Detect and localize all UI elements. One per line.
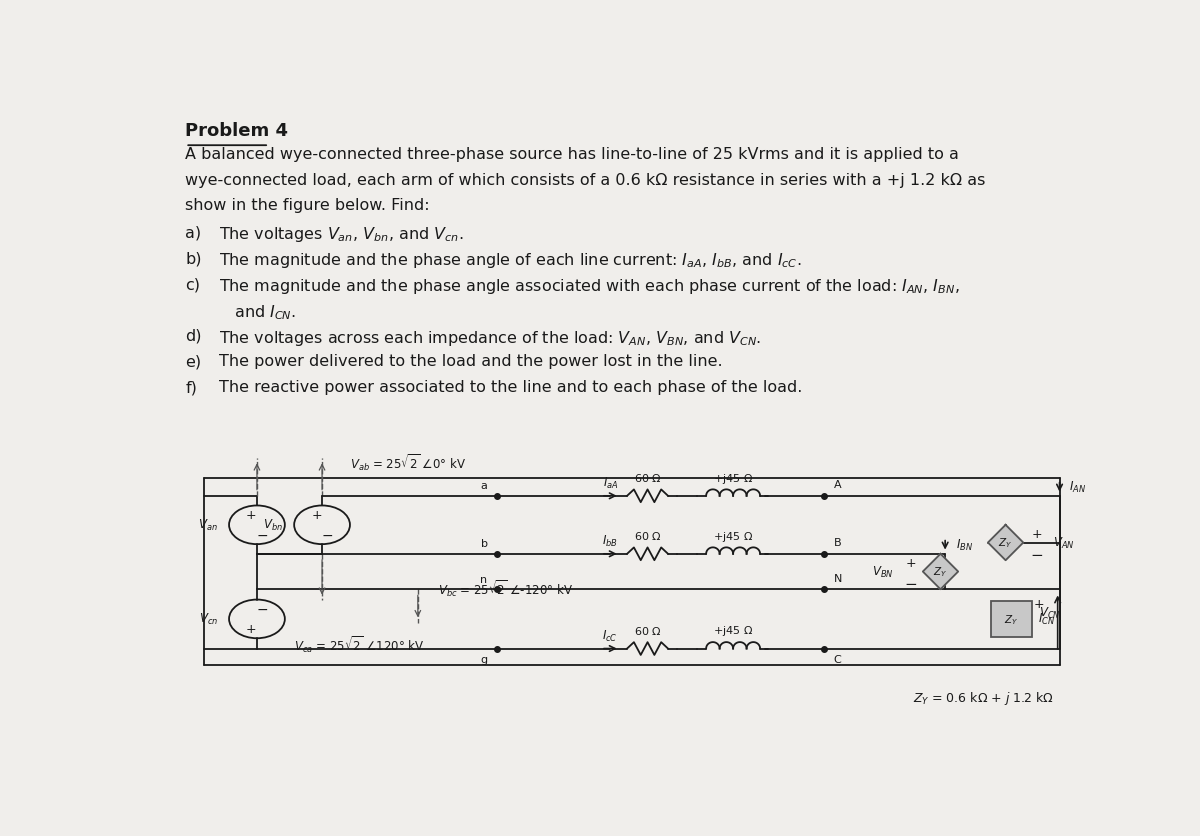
Text: A: A [834, 480, 841, 490]
Text: $I_{CN}$: $I_{CN}$ [1038, 612, 1055, 627]
Text: $Z_Y$: $Z_Y$ [934, 565, 948, 579]
Text: The voltages $V_{an}$, $V_{bn}$, and $V_{cn}$.: The voltages $V_{an}$, $V_{bn}$, and $V_… [218, 225, 463, 244]
Text: −: − [1031, 547, 1044, 562]
Text: C: C [834, 654, 841, 664]
Text: b: b [480, 539, 487, 549]
Text: $V_{AN}$: $V_{AN}$ [1054, 535, 1075, 550]
Text: 60 $\Omega$: 60 $\Omega$ [634, 472, 661, 483]
Text: The magnitude and the phase angle associated with each phase current of the load: The magnitude and the phase angle associ… [218, 277, 960, 296]
Text: +j45 $\Omega$: +j45 $\Omega$ [713, 624, 754, 638]
Text: The voltages across each impedance of the load: $V_{AN}$, $V_{BN}$, and $V_{CN}$: The voltages across each impedance of th… [218, 329, 761, 347]
Text: −: − [257, 528, 269, 543]
Text: g: g [480, 654, 487, 664]
Text: Problem 4: Problem 4 [185, 122, 288, 140]
Text: c): c) [185, 277, 200, 292]
Text: $V_{bc}$ = 25$\sqrt{2}$ $\angle$-120° kV: $V_{bc}$ = 25$\sqrt{2}$ $\angle$-120° kV [438, 578, 574, 599]
Text: +: + [246, 623, 257, 635]
Text: $Z_Y$: $Z_Y$ [1004, 612, 1019, 626]
Text: e): e) [185, 354, 202, 369]
Text: $I_{BN}$: $I_{BN}$ [956, 538, 973, 553]
Text: −: − [257, 602, 269, 616]
Text: N: N [834, 573, 842, 583]
Text: $I_{AN}$: $I_{AN}$ [1069, 480, 1086, 495]
Text: $V_{BN}$: $V_{BN}$ [872, 564, 894, 579]
Text: 60 $\Omega$: 60 $\Omega$ [634, 624, 661, 636]
Text: The power delivered to the load and the power lost in the line.: The power delivered to the load and the … [218, 354, 722, 369]
Text: +: + [906, 556, 916, 569]
Text: B: B [834, 538, 841, 548]
Text: The reactive power associated to the line and to each phase of the load.: The reactive power associated to the lin… [218, 380, 802, 395]
Text: A balanced wye-connected three-phase source has line-to-line of 25 kVrms and it : A balanced wye-connected three-phase sou… [185, 146, 959, 161]
Text: +: + [1032, 528, 1043, 540]
Polygon shape [923, 554, 958, 589]
Text: $Z_Y$: $Z_Y$ [998, 536, 1013, 550]
Text: +: + [1033, 597, 1044, 610]
Text: $V_{ab}$ = 25$\sqrt{2}$ $\angle$0° kV: $V_{ab}$ = 25$\sqrt{2}$ $\angle$0° kV [350, 451, 467, 472]
Text: 60 $\Omega$: 60 $\Omega$ [634, 529, 661, 542]
Text: $I_{cC}$: $I_{cC}$ [602, 629, 618, 644]
Text: f): f) [185, 380, 197, 395]
Polygon shape [988, 525, 1024, 561]
Text: d): d) [185, 329, 202, 344]
Text: $V_{ca}$ = 25$\sqrt{2}$ $\angle$120° kV: $V_{ca}$ = 25$\sqrt{2}$ $\angle$120° kV [294, 633, 425, 654]
Text: wye-connected load, each arm of which consists of a 0.6 kΩ resistance in series : wye-connected load, each arm of which co… [185, 172, 985, 187]
Text: The magnitude and the phase angle of each line current: $I_{aA}$, $I_{bB}$, and : The magnitude and the phase angle of eac… [218, 251, 802, 270]
Text: b): b) [185, 251, 202, 266]
Text: $V_{bn}$: $V_{bn}$ [263, 517, 283, 533]
Text: +j45 $\Omega$: +j45 $\Omega$ [713, 529, 754, 543]
Text: n: n [480, 574, 487, 584]
Text: $V_{an}$: $V_{an}$ [198, 517, 218, 533]
Text: $V_{CN}$: $V_{CN}$ [1039, 605, 1061, 620]
Text: $I_{aA}$: $I_{aA}$ [602, 476, 618, 491]
Text: +j45 $\Omega$: +j45 $\Omega$ [713, 472, 754, 485]
Text: −: − [905, 576, 917, 591]
Text: a: a [481, 481, 487, 491]
Text: show in the figure below. Find:: show in the figure below. Find: [185, 198, 430, 213]
Text: $I_{bB}$: $I_{bB}$ [602, 533, 618, 548]
Bar [991, 601, 1032, 637]
Text: and $I_{CN}$.: and $I_{CN}$. [218, 303, 296, 321]
Text: a): a) [185, 225, 202, 240]
Text: +: + [311, 508, 322, 522]
Text: −: − [322, 528, 334, 543]
Text: +: + [246, 508, 257, 522]
Text: $V_{cn}$: $V_{cn}$ [199, 612, 218, 627]
Text: $Z_Y$ = 0.6 k$\Omega$ + $j$ 1.2 k$\Omega$: $Z_Y$ = 0.6 k$\Omega$ + $j$ 1.2 k$\Omega… [912, 689, 1054, 706]
